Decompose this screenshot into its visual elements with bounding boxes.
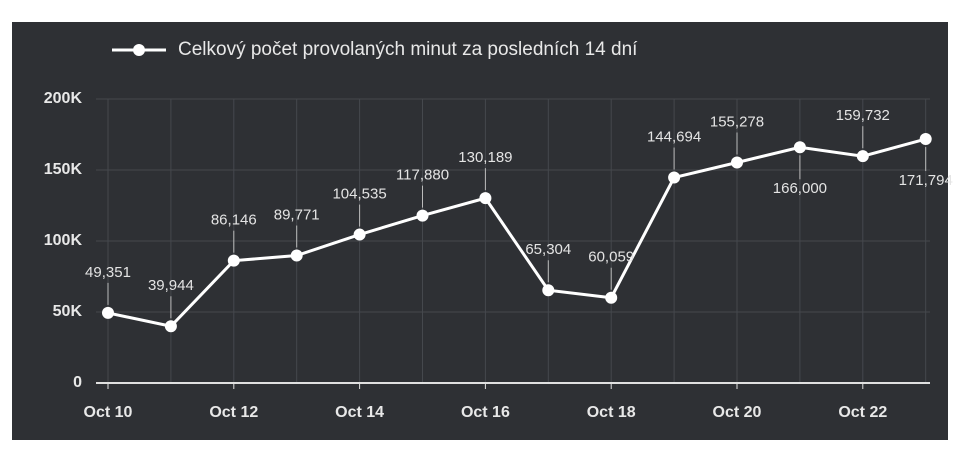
x-tick-label: Oct 16 — [461, 404, 510, 421]
data-point — [227, 254, 240, 267]
data-point — [668, 171, 681, 184]
data-label: 130,189 — [458, 149, 512, 166]
x-tick-label: Oct 12 — [209, 404, 258, 421]
data-label: 117,880 — [396, 167, 449, 184]
data-label: 171,794 — [899, 172, 953, 189]
data-label: 39,944 — [148, 277, 194, 294]
data-label: 166,000 — [773, 180, 827, 197]
data-label: 89,771 — [274, 206, 320, 223]
y-tick-label: 200K — [44, 90, 83, 107]
data-label: 104,535 — [332, 186, 386, 203]
x-tick-label: Oct 14 — [335, 404, 384, 421]
data-point — [353, 228, 366, 241]
data-label: 60,059 — [588, 249, 634, 266]
data-label: 155,278 — [710, 113, 764, 130]
data-label: 159,732 — [836, 107, 890, 124]
y-tick-label: 50K — [53, 303, 83, 320]
y-tick-label: 100K — [44, 232, 83, 249]
x-tick-label: Oct 20 — [713, 404, 762, 421]
y-tick-label: 150K — [44, 161, 83, 178]
data-point — [793, 141, 806, 154]
y-tick-label: 0 — [73, 374, 82, 391]
data-label: 86,146 — [211, 212, 257, 229]
data-label: 144,694 — [647, 129, 701, 146]
data-label: 49,351 — [85, 264, 131, 281]
legend-label: Celkový počet provolaných minut za posle… — [178, 39, 638, 60]
x-tick-label: Oct 10 — [84, 404, 133, 421]
data-point — [479, 192, 492, 205]
data-point — [542, 284, 555, 297]
data-label: 65,304 — [525, 241, 571, 258]
data-point — [102, 306, 114, 319]
legend-marker — [133, 44, 145, 56]
data-line — [107, 137, 927, 328]
data-point — [605, 291, 618, 304]
data-point — [416, 209, 429, 222]
data-point — [856, 150, 869, 163]
x-tick-label: Oct 18 — [587, 404, 636, 421]
chart-background — [12, 22, 948, 440]
data-point — [919, 133, 932, 146]
x-tick-label: Oct 22 — [838, 404, 887, 421]
data-point — [290, 249, 303, 262]
data-point — [164, 320, 177, 333]
data-point — [731, 156, 743, 169]
